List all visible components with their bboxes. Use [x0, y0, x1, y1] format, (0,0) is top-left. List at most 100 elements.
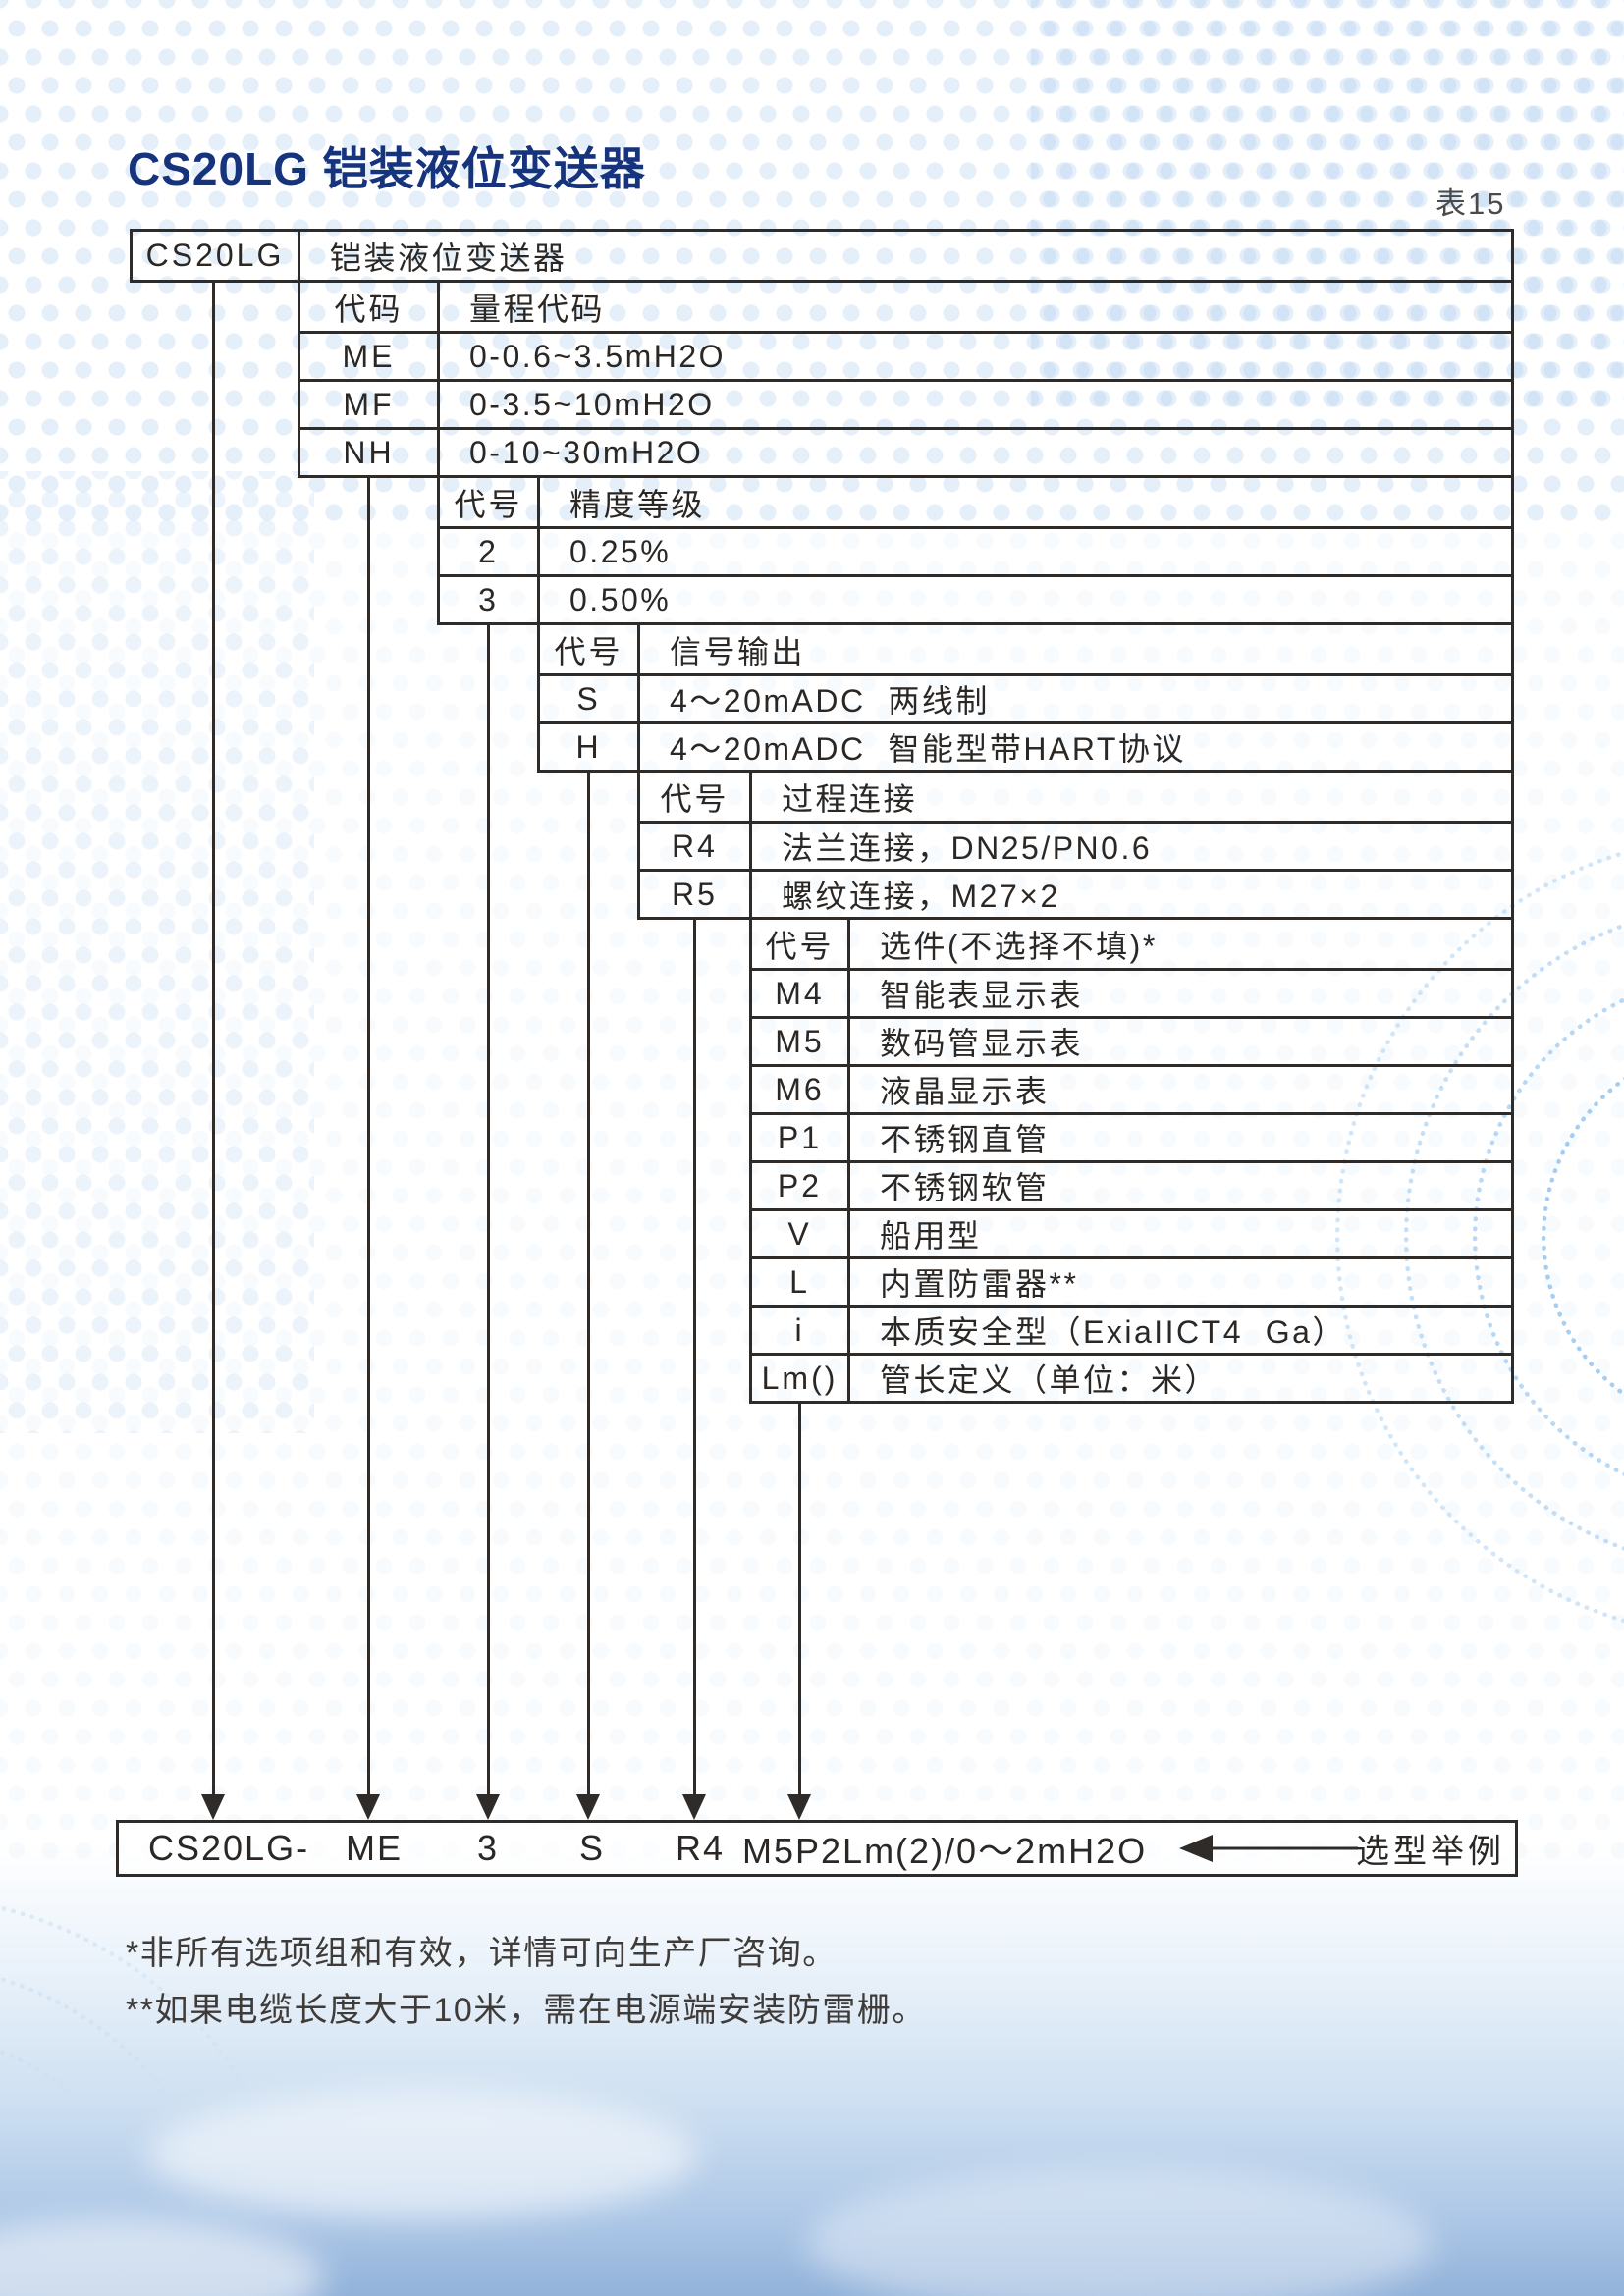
signal-output-table: 代号 信号输出 S 4～20mADC 两线制 H 4～20mADC 智能型带HA… [537, 622, 1514, 773]
code-cell: i [752, 1308, 850, 1353]
accuracy-class-table: 代号 精度等级 2 0.25% 3 0.50% [437, 475, 1514, 625]
model-code-cell: CS20LG [133, 232, 300, 280]
table-row: S 4～20mADC 两线制 [540, 673, 1511, 721]
example-token-connection: R4 [676, 1828, 726, 1868]
code-cell: V [752, 1211, 850, 1256]
code-header-cell: 代号 [540, 625, 640, 673]
desc-cell: 4～20mADC 智能型带HART协议 [670, 731, 1186, 767]
cloud-blob [147, 2091, 697, 2218]
table-row: V 船用型 [752, 1208, 1511, 1256]
example-token-range: ME [346, 1828, 403, 1868]
down-arrow-icon [201, 1794, 225, 1820]
code-cell: Lm() [752, 1356, 850, 1401]
code-header-cell: 代号 [440, 478, 540, 526]
desc-header-cell: 信号输出 [670, 633, 806, 669]
desc-cell: 船用型 [880, 1218, 982, 1254]
dot-pattern-left [0, 471, 314, 1433]
example-token-accuracy: 3 [477, 1828, 500, 1868]
connector-line [693, 917, 696, 1796]
code-cell: R4 [640, 824, 752, 869]
range-code-table: 代码 量程代码 ME 0-0.6~3.5mH2O MF 0-3.5~10mH2O… [298, 280, 1514, 478]
down-arrow-icon [356, 1794, 380, 1820]
process-connection-table: 代号 过程连接 R4 法兰连接，DN25/PN0.6 R5 螺纹连接，M27×2 [637, 770, 1514, 920]
down-arrow-icon [576, 1794, 600, 1820]
down-arrow-icon [682, 1794, 706, 1820]
code-cell: P2 [752, 1163, 850, 1208]
desc-cell: 内置防雷器** [880, 1266, 1079, 1302]
desc-cell: 不锈钢直管 [880, 1122, 1050, 1157]
table-row: M5 数码管显示表 [752, 1016, 1511, 1064]
code-cell: M5 [752, 1019, 850, 1064]
table-row: M4 智能表显示表 [752, 968, 1511, 1016]
example-token-options: M5P2Lm(2)/0～2mH2O [742, 1831, 1148, 1871]
desc-cell: 螺纹连接，M27×2 [782, 879, 1060, 914]
code-cell: ME [300, 334, 440, 379]
table-row: NH 0-10~30mH2O [300, 427, 1511, 475]
cloud-blob [0, 2218, 324, 2296]
desc-cell: 0.50% [569, 581, 672, 617]
example-token-model: CS20LG- [148, 1828, 310, 1868]
table-row: P2 不锈钢软管 [752, 1160, 1511, 1208]
table-row: Lm() 管长定义（单位：米） [752, 1353, 1511, 1401]
desc-cell: 本质安全型（ExiaIICT4 Ga） [880, 1314, 1346, 1350]
table-header-row: 代号 过程连接 [640, 773, 1511, 821]
example-code-box: CS20LG- ME 3 S R4 M5P2Lm(2)/0～2mH2O 选型举例 [116, 1820, 1518, 1877]
dotted-ring-decoration [0, 2032, 167, 2296]
table-header-row: 代号 选件(不选择不填)* [752, 920, 1511, 968]
connector-line [367, 475, 370, 1796]
bottom-gradient-band [0, 1843, 1624, 2296]
example-label: 选型举例 [1356, 1833, 1505, 1871]
table-row: L 内置防雷器** [752, 1256, 1511, 1305]
desc-cell: 液晶显示表 [880, 1074, 1050, 1109]
desc-header-cell: 精度等级 [569, 486, 706, 522]
desc-cell: 0.25% [569, 533, 672, 569]
down-arrow-icon [787, 1794, 811, 1820]
page-title: CS20LG 铠装液位变送器 [128, 143, 646, 194]
table-row: ME 0-0.6~3.5mH2O [300, 331, 1511, 379]
code-cell: M6 [752, 1067, 850, 1112]
table-row: R5 螺纹连接，M27×2 [640, 869, 1511, 917]
table-number-label: 表15 [1435, 187, 1506, 221]
desc-header-cell: 选件(不选择不填)* [880, 928, 1158, 964]
model-desc-cell: 铠装液位变送器 [330, 240, 568, 276]
code-cell: L [752, 1259, 850, 1305]
desc-cell: 4～20mADC 两线制 [670, 683, 990, 719]
desc-cell: 0-3.5~10mH2O [469, 386, 715, 422]
options-table: 代号 选件(不选择不填)* M4 智能表显示表 M5 数码管显示表 M6 液晶显… [749, 917, 1514, 1404]
desc-cell: 0-0.6~3.5mH2O [469, 338, 727, 374]
table-row: R4 法兰连接，DN25/PN0.6 [640, 821, 1511, 869]
footnote-1: *非所有选项组和有效，详情可向生产厂咨询。 [126, 1935, 838, 1972]
table-header-row: 代码 量程代码 [300, 283, 1511, 331]
desc-cell: 0-10~30mH2O [469, 434, 704, 470]
desc-cell: 智能表显示表 [880, 978, 1084, 1013]
connector-line [587, 770, 590, 1796]
code-header-cell: 代号 [640, 773, 752, 821]
table-header-row: 代号 信号输出 [540, 625, 1511, 673]
code-cell: H [540, 724, 640, 770]
left-arrow-icon [1179, 1835, 1213, 1862]
example-token-signal: S [579, 1828, 606, 1868]
code-cell: M4 [752, 971, 850, 1016]
cloud-blob [805, 2169, 1434, 2296]
code-cell: 2 [440, 529, 540, 574]
table-row: P1 不锈钢直管 [752, 1112, 1511, 1160]
code-cell: NH [300, 430, 440, 475]
dotted-ring-decoration [1542, 1041, 1624, 1433]
connector-line [487, 622, 490, 1796]
desc-cell: 管长定义（单位：米） [880, 1362, 1219, 1398]
down-arrow-icon [476, 1794, 500, 1820]
connector-line [798, 1401, 801, 1796]
code-cell: 3 [440, 577, 540, 622]
code-header-cell: 代码 [300, 283, 440, 331]
code-header-cell: 代号 [752, 920, 850, 968]
table-row: i 本质安全型（ExiaIICT4 Ga） [752, 1305, 1511, 1353]
code-cell: R5 [640, 872, 752, 917]
code-cell: P1 [752, 1115, 850, 1160]
desc-cell: 不锈钢软管 [880, 1170, 1050, 1205]
desc-cell: 法兰连接，DN25/PN0.6 [782, 830, 1153, 866]
desc-cell: 数码管显示表 [880, 1026, 1084, 1061]
table-row: CS20LG 铠装液位变送器 [133, 232, 1511, 280]
table-row: M6 液晶显示表 [752, 1064, 1511, 1112]
connector-line [212, 280, 215, 1796]
desc-header-cell: 量程代码 [469, 291, 606, 327]
